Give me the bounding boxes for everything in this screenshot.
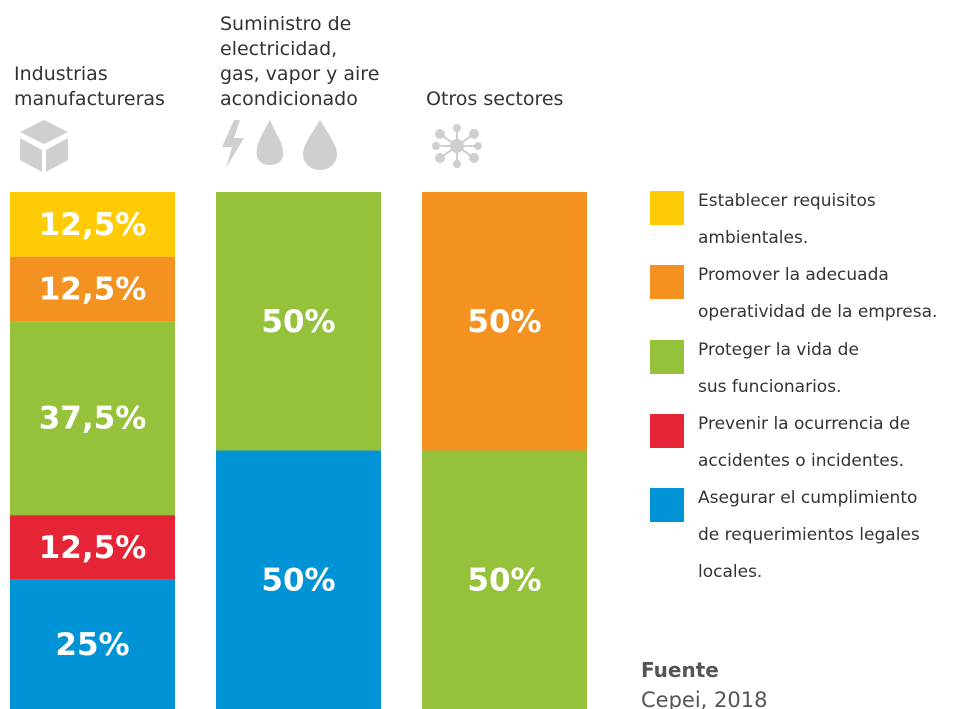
bar-segment <box>216 450 381 709</box>
category-label: Otros sectores <box>426 88 564 110</box>
legend-label: Promover la adecuada operatividad de la … <box>698 265 938 323</box>
bar-segment <box>10 321 175 516</box>
legend-swatch <box>650 488 684 523</box>
category-label: Suministro de electricidad, gas, vapor y… <box>220 13 380 110</box>
bar-segment <box>422 450 587 709</box>
legend-label: Establecer requisitos ambientales. <box>698 191 876 248</box>
bar-segment <box>10 192 175 257</box>
bar-segment <box>10 256 175 322</box>
legend-label: Proteger la vida de sus funcionarios. <box>698 339 859 397</box>
value-label: 12,5% <box>39 530 147 566</box>
value-label: 50% <box>261 304 335 340</box>
value-label: 50% <box>261 562 335 598</box>
bar-segment <box>422 192 587 451</box>
value-label: 12,5% <box>39 207 147 243</box>
bar-segment <box>10 579 175 709</box>
legend-swatch <box>650 191 684 225</box>
value-label: 12,5% <box>39 271 147 307</box>
icon-network <box>432 124 482 168</box>
icon-boxes <box>20 120 68 172</box>
legend-label: Asegurar el cumplimiento de requerimient… <box>698 488 920 583</box>
legend-swatch <box>650 339 684 374</box>
legend-swatch <box>650 413 684 448</box>
bar-segment <box>216 192 381 451</box>
icon-energy <box>222 120 337 170</box>
value-label: 37,5% <box>39 401 147 437</box>
bar-segment <box>10 515 175 580</box>
source-label: Fuente <box>641 658 719 682</box>
value-label: 50% <box>467 304 541 340</box>
source: Cepei, 2018 <box>641 688 768 709</box>
category-label: Industrias manufactureras <box>14 63 165 110</box>
value-label: 50% <box>467 562 541 598</box>
legend-label: Prevenir la ocurrencia de accidentes o i… <box>698 413 911 471</box>
value-label: 25% <box>55 627 129 663</box>
legend-swatch <box>650 265 684 300</box>
